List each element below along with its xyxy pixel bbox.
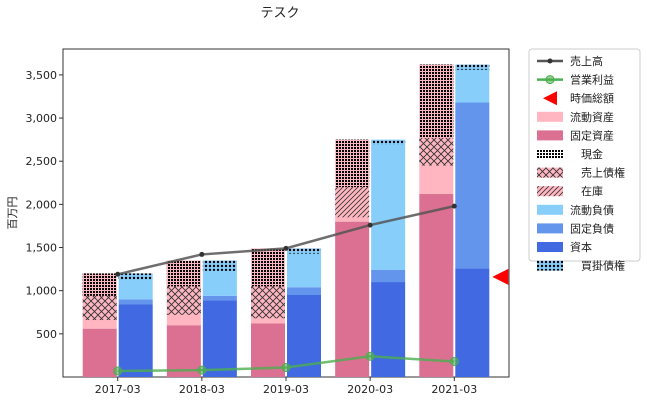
y-axis-label: 百万円 (6, 197, 19, 230)
legend-receivables-swatch (537, 167, 563, 178)
payables-hatch (202, 260, 237, 271)
cash-hatch (251, 248, 285, 287)
fixed-liabilities-bar (287, 287, 321, 295)
y-tick-label: 3,000 (26, 112, 58, 125)
equity-bar (371, 282, 406, 377)
receivables-hatch (82, 295, 117, 321)
equity-bar (118, 304, 153, 377)
x-tick-label: 2019-03 (263, 383, 309, 396)
legend-inventory-swatch (537, 186, 563, 197)
operating-profit-point (281, 363, 291, 373)
chart-title: テスク (260, 6, 299, 21)
x-tick-label: 2020-03 (347, 383, 393, 396)
legend-equity-swatch (537, 242, 563, 252)
y-tick-label: 3,500 (26, 69, 58, 82)
y-tick-label: 1,500 (26, 242, 58, 255)
current-liabilities-bar (371, 139, 406, 270)
lines-layer (113, 203, 509, 376)
payables-hatch (455, 64, 490, 70)
y-tick-label: 2,000 (26, 198, 58, 211)
legend-current-assets-swatch (537, 111, 563, 122)
cash-hatch (166, 260, 201, 287)
legend-cash-swatch (537, 149, 563, 159)
bars-layer (82, 64, 490, 377)
sales-point (283, 245, 289, 251)
operating-profit-point (113, 366, 123, 376)
legend-payables-swatch (537, 260, 563, 271)
fixed-assets-bar (166, 325, 201, 377)
receivables-hatch (419, 137, 454, 166)
fixed-assets-bar (335, 221, 370, 377)
legend-current-assets-label: 流動資産 (570, 110, 614, 124)
y-axis: 500 1,000 1,500 2,000 2,500 3,000 3,500 (26, 69, 63, 341)
fixed-liabilities-bar (118, 299, 153, 305)
legend-sales-label: 売上高 (570, 54, 603, 68)
legend-current-liabilities-swatch (537, 204, 563, 215)
fixed-liabilities-bar (455, 102, 490, 269)
y-tick-label: 1,000 (26, 285, 58, 298)
x-tick-label: 2018-03 (179, 383, 225, 396)
y-tick-label: 500 (36, 328, 57, 341)
legend-payables-label: 買掛債権 (570, 259, 625, 273)
sales-point (367, 222, 373, 228)
payables-hatch (371, 139, 406, 145)
legend-fixed-liabilities-swatch (537, 223, 563, 234)
x-tick-label: 2021-03 (431, 383, 477, 396)
legend-equity-label: 資本 (570, 240, 592, 254)
x-tick-label: 2017-03 (95, 383, 141, 396)
payables-hatch (287, 248, 321, 254)
equity-bar (202, 300, 237, 377)
fixed-assets-bar (82, 328, 117, 377)
equity-bar (455, 268, 490, 377)
legend-market-cap-label: 時価総額 (570, 91, 614, 105)
legend-cash-label: 現金 (570, 147, 603, 161)
fixed-liabilities-bar (371, 269, 406, 283)
x-axis: 2017-03 2018-03 2019-03 2020-03 2021-03 (95, 377, 477, 396)
receivables-hatch (166, 286, 201, 315)
current-liabilities-bar (455, 64, 490, 103)
operating-profit-point (449, 356, 459, 366)
sales-point (451, 203, 457, 209)
legend-market-cap-swatch (543, 91, 557, 106)
y-tick-label: 2,500 (26, 155, 58, 168)
legend-fixed-assets-label: 固定資産 (570, 128, 614, 142)
inventory-hatch (335, 187, 370, 218)
operating-profit-point (197, 365, 207, 375)
legend-current-liabilities-label: 流動負債 (570, 203, 614, 217)
operating-profit-point (365, 351, 375, 361)
legend-operating-profit-marker (545, 75, 555, 85)
legend-fixed-assets-swatch (537, 130, 563, 141)
legend-receivables-label: 売上債権 (570, 166, 625, 180)
legend-sales-marker (547, 58, 553, 64)
legend-fixed-liabilities-label: 固定負債 (570, 221, 614, 235)
cash-hatch (335, 139, 370, 188)
market-cap-marker (492, 268, 509, 285)
fixed-assets-bar (419, 194, 454, 377)
legend-operating-profit-label: 営業利益 (570, 73, 614, 87)
receivables-hatch (251, 286, 285, 319)
payables-hatch (118, 273, 153, 280)
legend-inventory-label: 在庫 (570, 184, 603, 198)
current-liabilities-bar (287, 248, 321, 288)
cash-hatch (419, 64, 454, 138)
fixed-liabilities-bar (202, 295, 237, 301)
sales-point (199, 251, 205, 257)
cash-hatch (82, 273, 117, 296)
sales-point (115, 271, 121, 277)
